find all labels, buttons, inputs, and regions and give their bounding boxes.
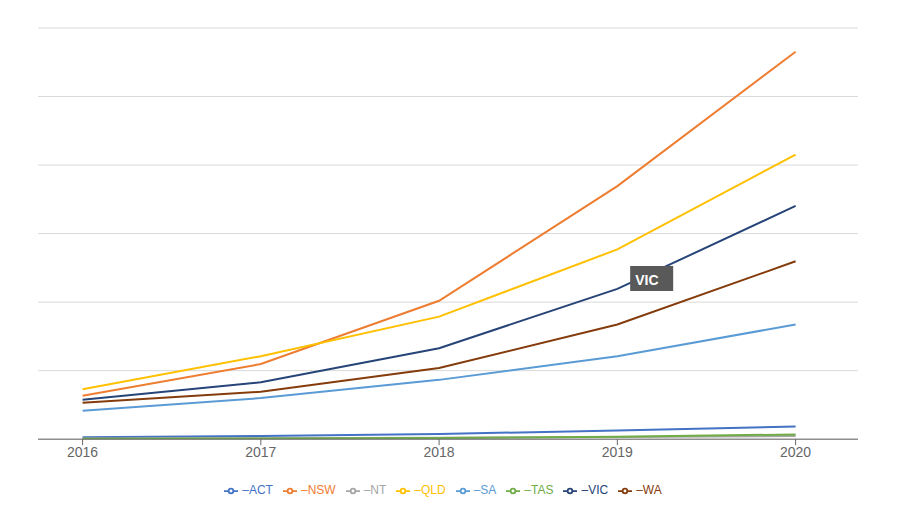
svg-text:2020: 2020	[780, 444, 811, 460]
svg-text:2018: 2018	[424, 444, 455, 460]
svg-text:2017: 2017	[245, 444, 276, 460]
html-text:–WA: –WA	[636, 483, 662, 498]
html-text:–NT: –NT	[363, 483, 387, 498]
html-text:–SA: –SA	[473, 483, 497, 498]
html-text:–ACT: –ACT	[242, 483, 273, 498]
svg-text:2019: 2019	[602, 444, 633, 460]
html-text:–NSW: –NSW	[301, 483, 336, 498]
html-text:–VIC: –VIC	[581, 483, 609, 498]
html-text:–TAS: –TAS	[524, 483, 554, 498]
html-text:–QLD: –QLD	[414, 483, 446, 498]
svg-text:VIC: VIC	[635, 272, 658, 288]
svg-text:2016: 2016	[67, 444, 98, 460]
